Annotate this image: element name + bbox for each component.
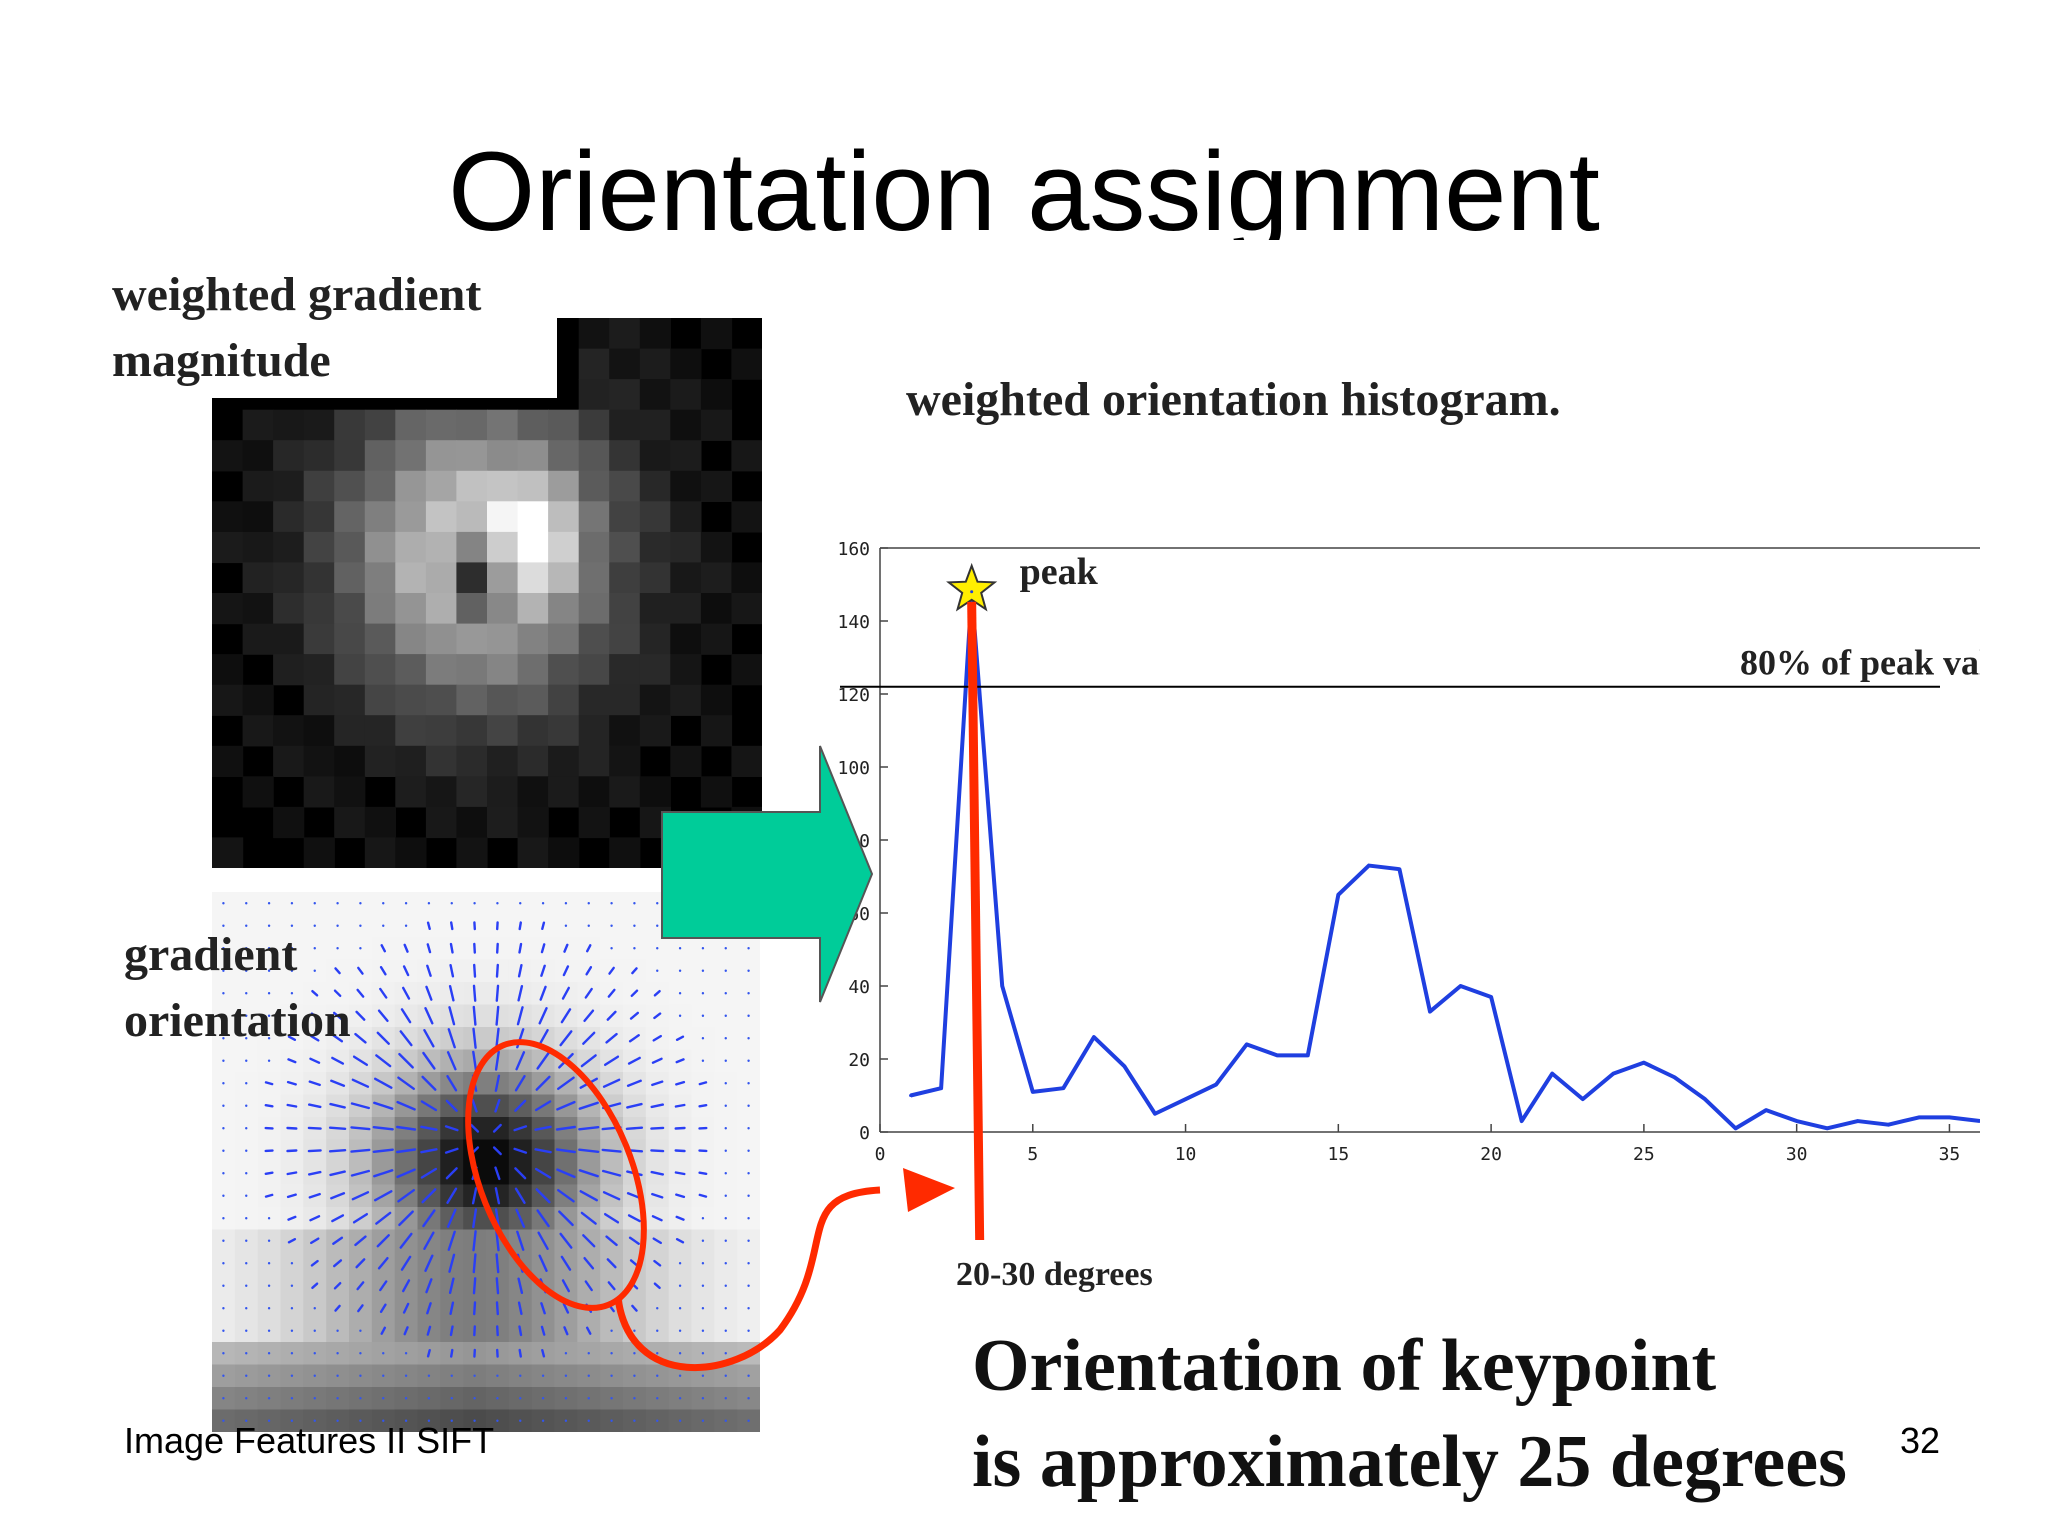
footer-text: Image Features II SIFT — [124, 1420, 495, 1461]
y-tick-label: 0 — [859, 1123, 870, 1144]
right-arrow-icon — [661, 745, 874, 1003]
data-point — [1061, 1086, 1065, 1090]
data-point — [1153, 1112, 1157, 1116]
data-point — [1092, 1035, 1096, 1039]
orientation-label-line2: orientation — [124, 994, 351, 1047]
data-point — [1184, 1097, 1188, 1101]
data-point — [1703, 1097, 1707, 1101]
conclusion-line1: Orientation of keypoint — [972, 1325, 1717, 1407]
orientation-label-line1: gradient — [124, 928, 298, 981]
magnitude-label-line1: weighted gradient — [112, 268, 482, 321]
conclusion-text: Orientation of keypoint is approximately… — [972, 1318, 1847, 1510]
data-point — [1672, 1075, 1676, 1079]
x-tick-label: 20 — [1480, 1144, 1502, 1165]
page-number: 32 — [1900, 1420, 1941, 1461]
x-tick-label: 5 — [1027, 1144, 1038, 1165]
data-point — [1795, 1119, 1799, 1123]
data-point — [1459, 984, 1463, 988]
x-tick-label: 0 — [875, 1144, 886, 1165]
data-point — [1734, 1126, 1738, 1130]
data-point — [1000, 984, 1004, 988]
data-point — [1886, 1123, 1890, 1127]
data-point — [1122, 1064, 1126, 1068]
data-point — [1336, 893, 1340, 897]
y-tick-label: 100 — [837, 758, 870, 779]
orientation-label: gradient orientation — [124, 922, 351, 1054]
data-point — [1367, 864, 1371, 868]
peak-star-icon — [946, 562, 998, 612]
data-point — [1642, 1061, 1646, 1065]
peak-label: peak — [1020, 551, 1099, 593]
x-tick-label: 35 — [1939, 1144, 1961, 1165]
data-point — [1947, 1115, 1951, 1119]
data-point — [1031, 1090, 1035, 1094]
y-tick-label: 20 — [848, 1050, 870, 1071]
data-point — [1489, 995, 1493, 999]
degrees-label: 20-30 degrees — [956, 1256, 1153, 1293]
data-point — [939, 1086, 943, 1090]
conclusion-line2: is approximately 25 degrees — [972, 1421, 1847, 1503]
x-tick-label: 30 — [1786, 1144, 1808, 1165]
x-tick-label: 25 — [1633, 1144, 1655, 1165]
data-point — [909, 1094, 913, 1097]
y-tick-label: 120 — [837, 685, 870, 706]
data-point — [1397, 867, 1401, 871]
data-point — [1856, 1119, 1860, 1123]
y-tick-label: 40 — [848, 977, 870, 998]
data-point — [1550, 1072, 1554, 1076]
data-point — [1214, 1083, 1218, 1087]
slide-title: Orientation assignment — [448, 129, 1600, 240]
data-point — [1245, 1042, 1249, 1046]
histogram-series-line — [910, 589, 1980, 1131]
magnitude-label: weighted gradient magnitude — [112, 262, 481, 394]
x-tick-label: 15 — [1327, 1144, 1349, 1165]
data-point — [970, 590, 974, 594]
data-point — [1764, 1108, 1768, 1112]
histogram-label: weighted orientation histogram. — [906, 373, 1561, 426]
data-point — [1825, 1126, 1829, 1130]
y-tick-label: 140 — [837, 612, 870, 633]
data-point — [1306, 1053, 1310, 1057]
gradient-magnitude-image — [212, 318, 762, 868]
x-tick-label: 10 — [1175, 1144, 1197, 1165]
data-point — [1520, 1119, 1524, 1123]
data-point — [1581, 1097, 1585, 1101]
data-point — [1611, 1072, 1615, 1076]
threshold-label: 80% of peak value — [1740, 643, 1980, 683]
y-tick-label: 160 — [837, 539, 870, 560]
data-point — [1275, 1053, 1279, 1057]
magnitude-label-line2: magnitude — [112, 334, 331, 387]
data-point — [1978, 1119, 1980, 1123]
data-point — [1917, 1115, 1921, 1119]
orientation-histogram-chart: 02040608010012014016005101520253035 80% … — [837, 539, 1980, 1165]
data-point — [1428, 1010, 1432, 1014]
